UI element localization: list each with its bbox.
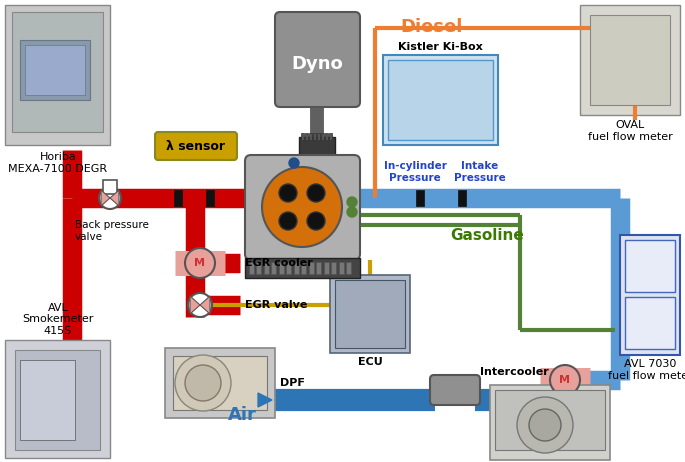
Text: Back pressure
valve: Back pressure valve [75,220,149,242]
Bar [324,262,329,274]
Text: AVL
Smokemeter
415S: AVL Smokemeter 415S [23,303,94,336]
Circle shape [185,248,215,278]
Bar [12,12,103,132]
Bar [286,262,292,274]
Polygon shape [200,296,210,314]
Text: DPF: DPF [280,378,305,388]
Bar [416,190,424,206]
Bar [495,390,605,450]
Circle shape [99,187,121,209]
Bar [332,262,336,274]
Circle shape [289,158,299,168]
Bar [339,262,344,274]
Circle shape [279,184,297,202]
Circle shape [188,293,212,317]
Bar [271,262,277,274]
Text: Air: Air [228,406,257,424]
Bar [335,280,405,348]
Bar [309,133,312,140]
Polygon shape [190,296,200,314]
Bar [458,190,466,206]
FancyBboxPatch shape [155,132,237,160]
Bar [5,5,110,145]
Text: In-cylinder
Pressure: In-cylinder Pressure [384,161,447,183]
Bar [590,15,670,105]
Bar [299,137,335,155]
Text: λ sensor: λ sensor [166,140,225,152]
Bar [625,240,675,292]
Circle shape [529,409,561,441]
FancyBboxPatch shape [275,12,360,107]
Polygon shape [258,393,272,407]
Circle shape [347,197,357,207]
Text: Dyno: Dyno [291,55,343,73]
Bar [206,190,214,206]
Bar [317,133,320,140]
FancyBboxPatch shape [430,375,480,405]
Circle shape [185,365,221,401]
Bar [15,350,100,450]
Circle shape [347,207,357,217]
Circle shape [307,212,325,230]
Text: ECU: ECU [358,357,382,367]
Text: M: M [195,258,206,268]
Bar [309,262,314,274]
Bar [20,360,75,440]
Text: AVL 7030
fuel flow meter: AVL 7030 fuel flow meter [608,359,685,381]
Bar [329,133,332,140]
Text: Horiba
MEXA-7100 DEGR: Horiba MEXA-7100 DEGR [8,152,108,174]
Bar [165,348,275,418]
Circle shape [517,397,573,453]
FancyBboxPatch shape [245,155,360,260]
Bar [325,133,328,140]
Text: Intake
Pressure: Intake Pressure [454,161,506,183]
Text: Kistler Ki-Box: Kistler Ki-Box [397,42,482,52]
Bar [264,262,269,274]
Bar [490,385,610,460]
Bar [173,356,267,410]
Bar [301,262,306,274]
Polygon shape [101,190,110,206]
Bar [20,40,90,100]
Bar [301,133,304,140]
Bar [174,190,182,206]
Bar [103,180,117,194]
Bar [625,297,675,349]
Bar [249,262,254,274]
Text: Gasoline: Gasoline [450,228,524,243]
Text: EGR cooler: EGR cooler [245,258,313,268]
Circle shape [307,184,325,202]
Bar [321,133,324,140]
Bar [25,45,85,95]
Text: OVAL
fuel flow meter: OVAL fuel flow meter [588,120,673,141]
Bar [256,262,262,274]
Circle shape [279,212,297,230]
Text: Diesel: Diesel [400,18,462,36]
Bar [580,5,680,115]
Bar [313,133,316,140]
Text: EGR valve: EGR valve [245,300,308,310]
Bar [305,133,308,140]
Bar [383,55,498,145]
Text: Intercooler: Intercooler [480,367,549,377]
Polygon shape [110,190,119,206]
Bar [388,60,493,140]
Bar [330,275,410,353]
Bar [5,340,110,458]
Bar [620,235,680,355]
Text: M: M [560,375,571,385]
Circle shape [550,365,580,395]
Bar [245,258,360,278]
Circle shape [175,355,231,411]
Bar [279,262,284,274]
Circle shape [262,167,342,247]
Bar [294,262,299,274]
Bar [316,262,321,274]
Bar [347,262,351,274]
